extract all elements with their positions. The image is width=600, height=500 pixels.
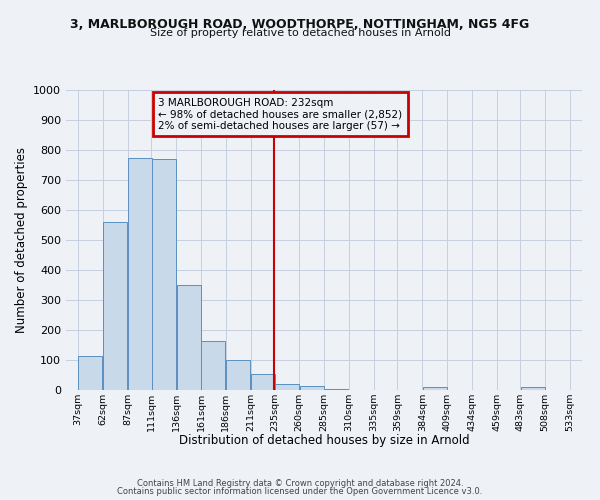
Y-axis label: Number of detached properties: Number of detached properties xyxy=(14,147,28,333)
Bar xyxy=(275,384,299,390)
Text: Contains HM Land Registry data © Crown copyright and database right 2024.: Contains HM Land Registry data © Crown c… xyxy=(137,478,463,488)
Bar xyxy=(152,159,176,390)
Bar xyxy=(251,374,275,390)
Bar xyxy=(325,388,349,390)
Text: 3, MARLBOROUGH ROAD, WOODTHORPE, NOTTINGHAM, NG5 4FG: 3, MARLBOROUGH ROAD, WOODTHORPE, NOTTING… xyxy=(70,18,530,30)
Bar xyxy=(79,356,103,390)
X-axis label: Distribution of detached houses by size in Arnold: Distribution of detached houses by size … xyxy=(179,434,469,447)
Bar xyxy=(299,386,323,390)
Text: Size of property relative to detached houses in Arnold: Size of property relative to detached ho… xyxy=(149,28,451,38)
Bar xyxy=(176,285,200,390)
Bar xyxy=(521,387,545,390)
Bar xyxy=(202,340,226,390)
Bar xyxy=(103,222,127,390)
Bar xyxy=(422,387,446,390)
Text: Contains public sector information licensed under the Open Government Licence v3: Contains public sector information licen… xyxy=(118,487,482,496)
Text: 3 MARLBOROUGH ROAD: 232sqm
← 98% of detached houses are smaller (2,852)
2% of se: 3 MARLBOROUGH ROAD: 232sqm ← 98% of deta… xyxy=(158,98,403,130)
Bar xyxy=(128,158,152,390)
Bar xyxy=(226,360,250,390)
